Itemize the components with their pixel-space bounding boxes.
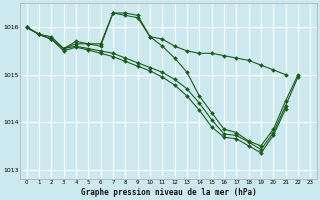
X-axis label: Graphe pression niveau de la mer (hPa): Graphe pression niveau de la mer (hPa) [81,188,256,197]
